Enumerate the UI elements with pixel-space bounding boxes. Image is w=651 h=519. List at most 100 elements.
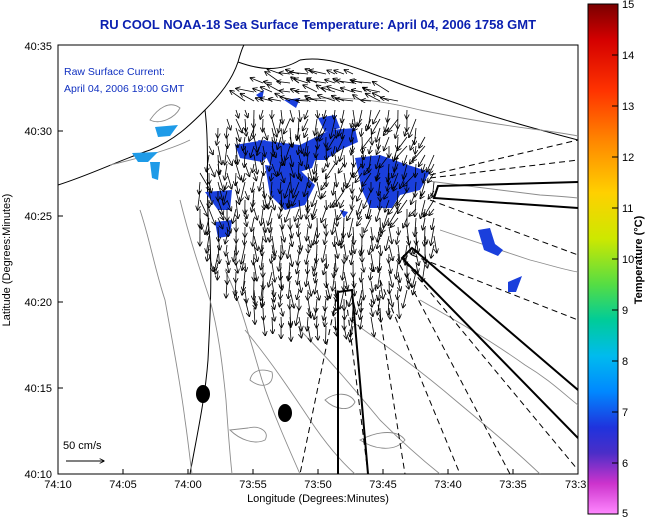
current-vector: [364, 163, 372, 175]
current-vector: [385, 199, 390, 212]
current-vector: [361, 100, 372, 101]
radial-range-lines: [299, 139, 578, 474]
current-vector: [377, 226, 380, 242]
current-vector: [340, 145, 345, 161]
current-vector: [341, 235, 344, 248]
current-vector: [361, 298, 362, 312]
current-vector: [270, 226, 273, 242]
current-vector: [335, 208, 337, 226]
y-tick-label: 40:15: [24, 383, 52, 395]
current-vector: [279, 91, 291, 92]
current-vector: [230, 91, 246, 102]
current-vector: [252, 181, 254, 192]
current-vector: [261, 208, 263, 225]
current-vector: [326, 325, 327, 344]
current-vector: [207, 226, 209, 235]
current-vector: [419, 136, 426, 148]
current-vector: [397, 190, 408, 205]
current-vector: [336, 99, 354, 101]
current-vector: [263, 145, 265, 157]
current-vector: [388, 199, 399, 214]
current-vector: [240, 181, 246, 201]
map-title: RU COOL NOAA-18 Sea Surface Temperature:…: [99, 17, 537, 32]
current-vector: [235, 280, 236, 296]
current-vector: [298, 226, 299, 236]
current-vector: [277, 136, 282, 149]
current-vector: [271, 163, 277, 177]
current-vector: [242, 253, 246, 270]
current-vector: [218, 163, 220, 175]
current-vector: [431, 244, 435, 258]
current-vector: [434, 235, 437, 253]
current-vector: [342, 127, 344, 139]
current-vector: [261, 253, 263, 270]
current-vector: [271, 118, 277, 137]
current-vector: [335, 298, 336, 311]
current-vector: [357, 217, 363, 226]
current-vector: [309, 70, 327, 75]
current-vector: [244, 298, 249, 317]
current-vector: [289, 199, 290, 208]
current-vector: [332, 271, 335, 291]
current-vector: [335, 325, 337, 336]
x-tick-label: 74:05: [109, 479, 137, 491]
current-vector: [299, 316, 302, 331]
current-vector: [245, 217, 247, 226]
current-vector: [225, 235, 227, 244]
current-vector: [378, 181, 380, 196]
current-vector: [325, 298, 326, 311]
current-vector: [347, 208, 354, 221]
current-vector: [351, 127, 353, 142]
current-vector: [264, 82, 273, 83]
current-vector: [414, 244, 416, 254]
current-vector: [351, 253, 353, 265]
current-vector: [279, 253, 281, 271]
current-vector: [262, 127, 267, 140]
current-vector: [217, 181, 223, 201]
current-vector: [244, 235, 245, 245]
current-vector: [388, 226, 392, 244]
current-vector: [318, 95, 336, 102]
current-vector: [353, 95, 363, 102]
current-vector: [290, 226, 292, 238]
current-vector: [378, 271, 381, 289]
current-vector: [321, 208, 327, 223]
current-vector: [335, 172, 337, 187]
current-vector: [335, 253, 336, 272]
current-vector: [342, 262, 344, 280]
current-vector: [347, 172, 354, 188]
current-vector: [260, 109, 263, 119]
current-vector: [307, 280, 311, 296]
current-vector: [245, 109, 248, 118]
current-vector: [350, 316, 354, 337]
colorbar-tick-label: 15: [622, 0, 634, 11]
current-vector: [198, 190, 201, 210]
current-vector: [257, 136, 264, 155]
current-vector: [403, 163, 408, 179]
current-vector: [352, 307, 353, 322]
current-vector: [425, 235, 427, 244]
colorbar-tick-label: 14: [622, 50, 634, 62]
current-vector: [363, 88, 381, 93]
current-vector: [358, 208, 363, 219]
current-vector: [226, 244, 227, 256]
colorbar-title: Temperature (°C): [633, 215, 645, 304]
current-vector: [313, 226, 318, 245]
current-vector: [271, 127, 275, 144]
current-vector: [349, 289, 354, 307]
current-vector: [323, 307, 326, 320]
y-ticks: [58, 44, 63, 475]
current-vector: [386, 235, 390, 251]
current-vector: [380, 98, 399, 102]
current-vector: [307, 145, 308, 156]
current-vector: [263, 163, 264, 175]
current-vector: [272, 289, 274, 302]
current-vector: [361, 181, 362, 192]
current-vector: [334, 262, 336, 278]
current-vector: [403, 289, 408, 308]
current-vector: [429, 208, 435, 216]
current-vector: [415, 217, 416, 236]
current-vector: [333, 307, 335, 316]
current-vector: [297, 127, 299, 141]
current-vector: [259, 172, 264, 191]
